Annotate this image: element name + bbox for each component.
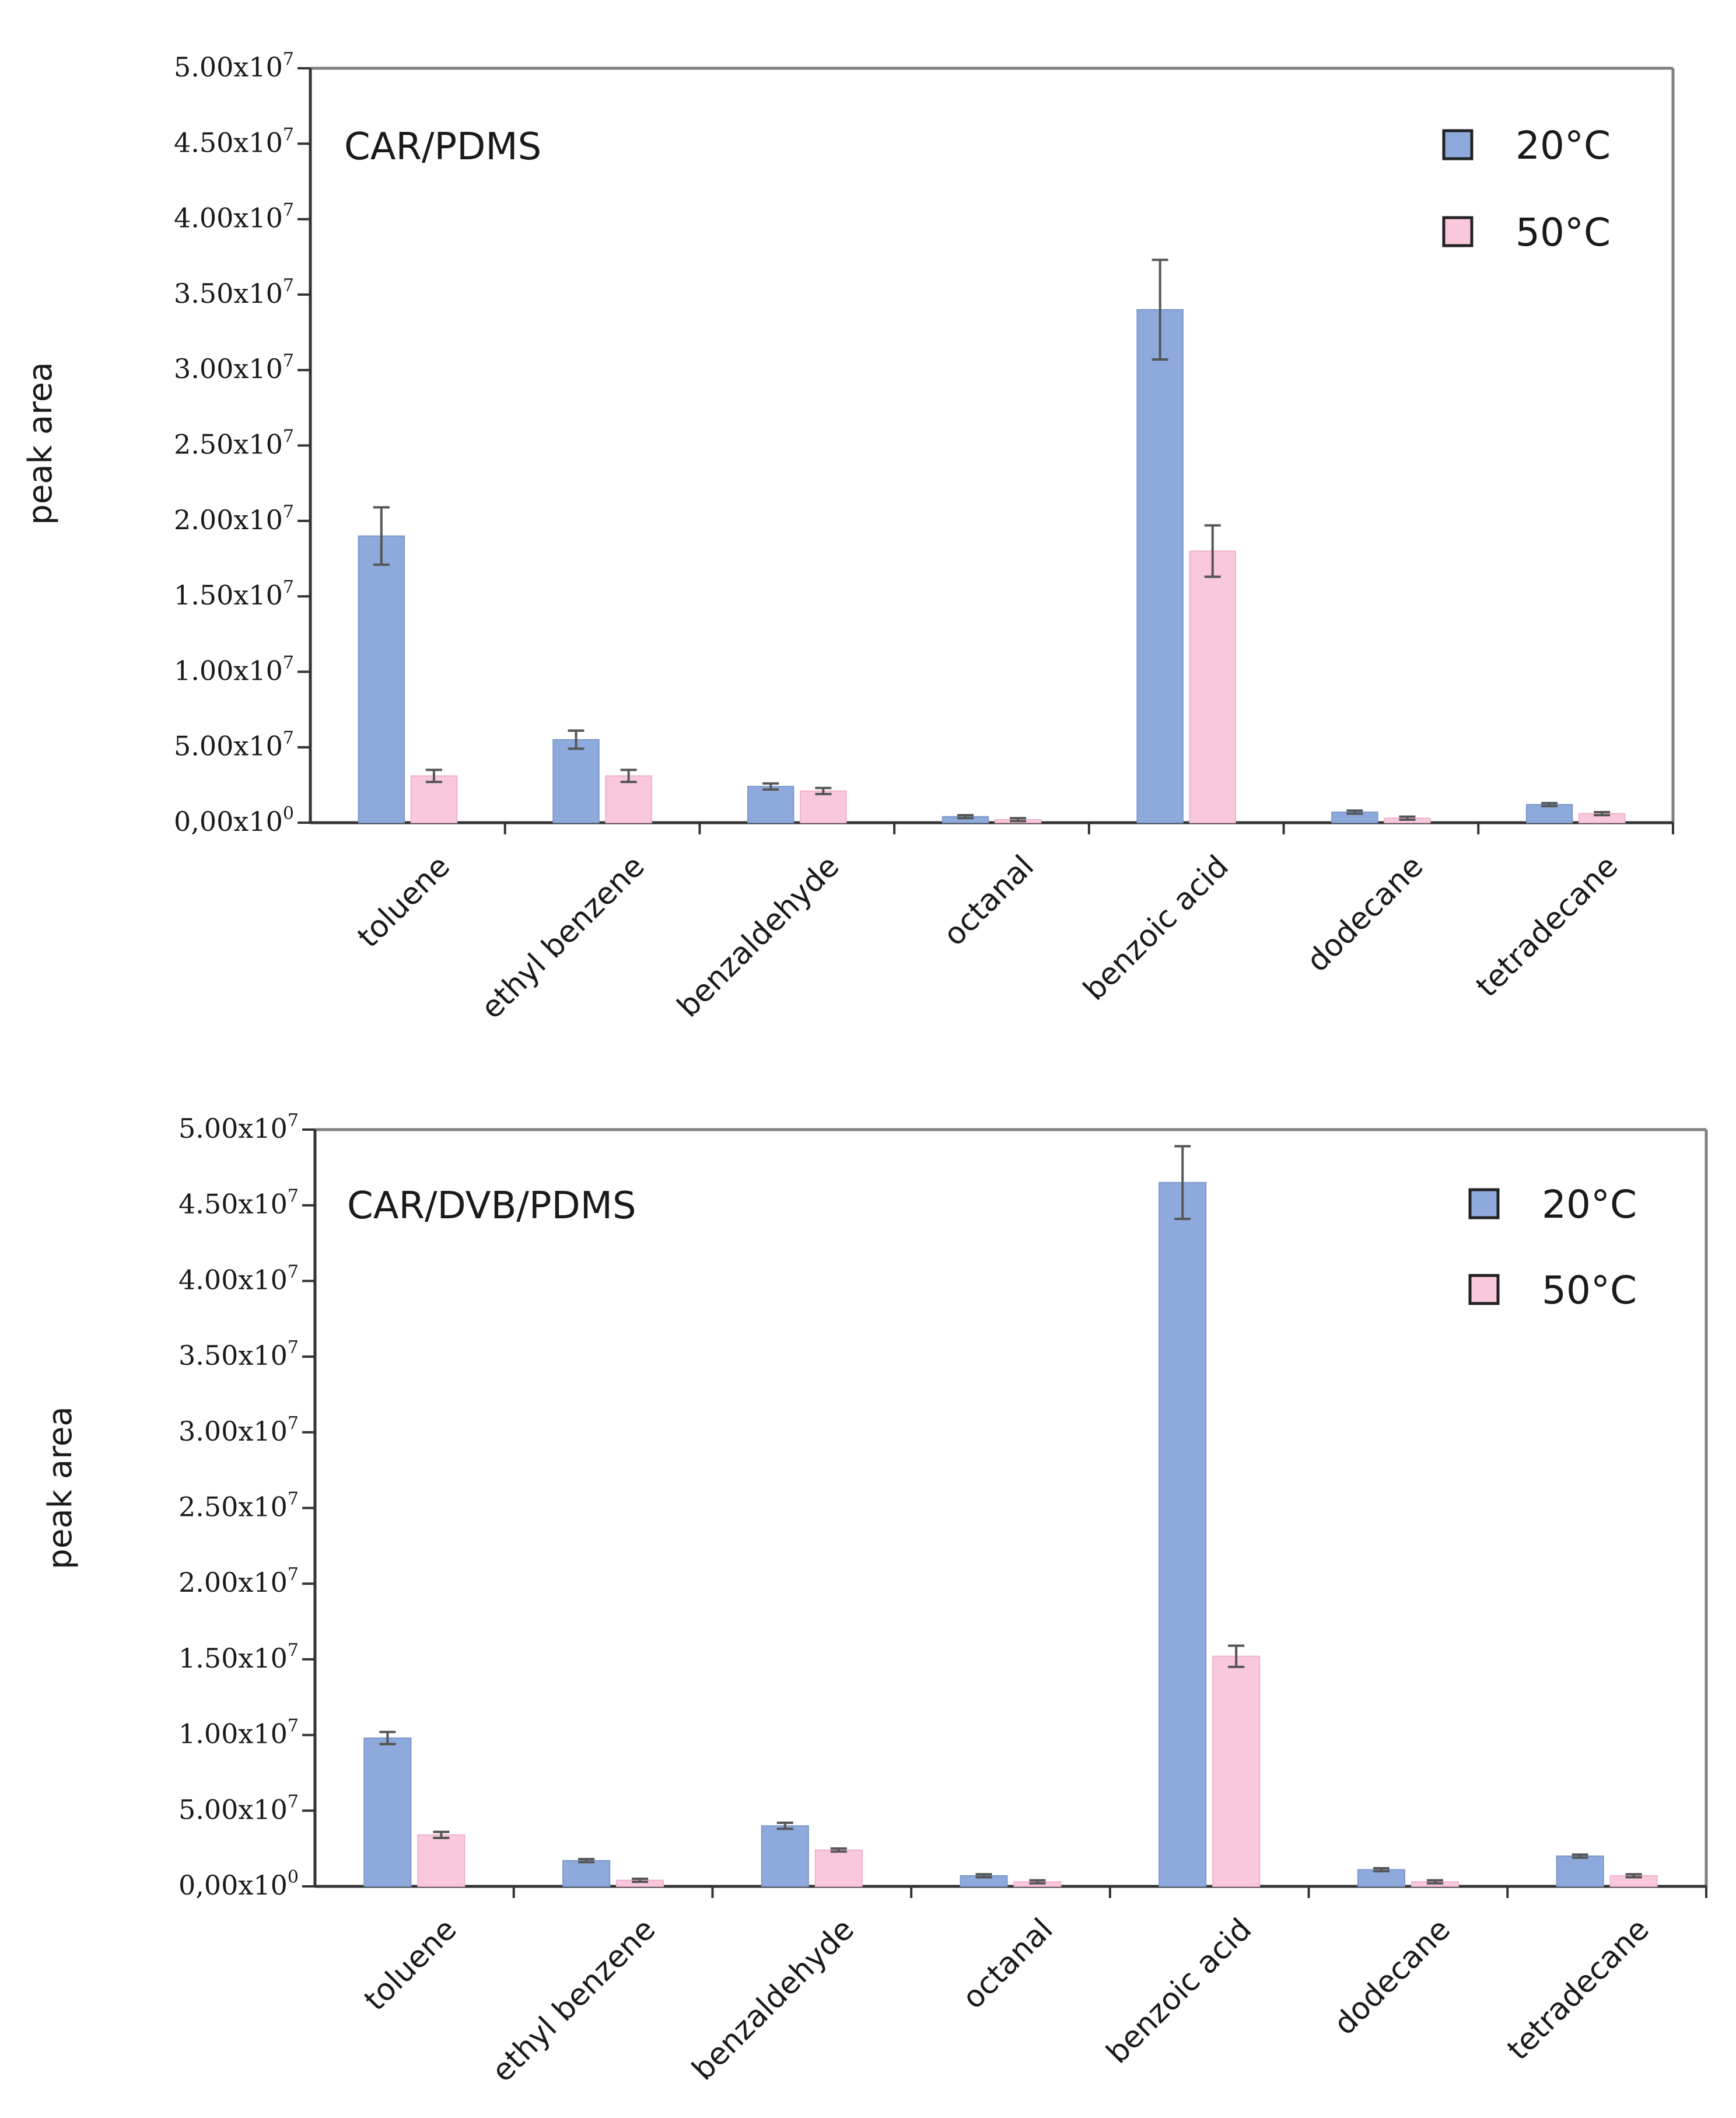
y-tick-label: 5.00x107	[174, 728, 294, 762]
y-tick-label: 3.50x107	[174, 275, 294, 309]
error-bar	[1572, 1853, 1588, 1859]
y-tick-label: 3.50x107	[178, 1337, 299, 1371]
legend-swatch	[1442, 129, 1474, 160]
y-axis-label: peak area	[41, 1406, 79, 1569]
category-label: benzaldehyde	[685, 1912, 861, 2088]
y-axis-label: peak area	[22, 362, 60, 525]
bar-50c	[605, 775, 652, 823]
y-tick-label: 4.00x107	[178, 1261, 299, 1295]
error-bar	[762, 782, 779, 791]
y-tick-label: 0,00x100	[174, 803, 294, 837]
error-bar	[1399, 815, 1416, 821]
legend-swatch	[1468, 1188, 1500, 1219]
bar-20c	[363, 1737, 412, 1888]
error-bar	[1541, 802, 1558, 808]
category-label: dodecane	[1327, 1912, 1457, 2042]
error-bar	[632, 1878, 649, 1883]
legend-label: 20°C	[1542, 1182, 1637, 1227]
bar-50c	[814, 1849, 863, 1887]
error-bar	[578, 1858, 595, 1864]
error-bar	[1204, 524, 1221, 578]
category-label: octanal	[956, 1912, 1060, 2016]
error-bar	[1174, 1145, 1191, 1221]
chart-title: CAR/DVB/PDMS	[347, 1184, 636, 1228]
category-label: octanal	[937, 849, 1041, 953]
legend: 20°C 50°C	[1468, 1182, 1637, 1313]
legend-swatch	[1442, 216, 1474, 247]
category-label: ethyl benzene	[485, 1912, 663, 2089]
bar-50c	[1189, 550, 1236, 824]
bar-20c	[1556, 1855, 1604, 1888]
bar-20c	[1525, 803, 1573, 824]
y-tick-label: 5.00x107	[178, 1791, 299, 1825]
y-tick-label: 1.00x107	[178, 1716, 299, 1750]
bar-20c	[1158, 1182, 1207, 1887]
category-label: tetradecane	[1501, 1912, 1656, 2067]
error-bar	[1010, 817, 1027, 823]
bar-50c	[1212, 1655, 1261, 1887]
category-label: toluene	[351, 849, 457, 955]
category-label: benzoic acid	[1077, 849, 1236, 1008]
y-tick-label: 2.00x107	[178, 1564, 299, 1598]
error-bar	[776, 1822, 793, 1830]
legend-label: 50°C	[1516, 210, 1611, 255]
error-bar	[1029, 1879, 1046, 1885]
error-bar	[1152, 258, 1168, 361]
y-tick-label: 0,00x100	[178, 1867, 299, 1901]
category-label: toluene	[358, 1912, 463, 2018]
error-bar	[1373, 1867, 1390, 1873]
bar-20c	[358, 535, 405, 823]
y-tick-label: 1.50x107	[178, 1640, 299, 1674]
bar-20c	[1136, 309, 1184, 823]
error-bar	[620, 768, 637, 784]
error-bar	[433, 1830, 450, 1839]
bar-20c	[562, 1860, 611, 1888]
category-label: ethyl benzene	[474, 849, 652, 1026]
bar-20c	[747, 785, 794, 824]
y-tick-label: 5.00x107	[178, 1110, 299, 1144]
error-bar	[975, 1873, 992, 1879]
y-tick-label: 2.50x107	[174, 427, 294, 460]
error-bar	[1594, 810, 1611, 817]
category-label: benzoic acid	[1100, 1912, 1258, 2071]
legend-swatch	[1468, 1274, 1500, 1305]
bar-50c	[800, 790, 847, 823]
error-bar	[1228, 1644, 1245, 1668]
error-bar	[1346, 809, 1363, 815]
chart-panel-1: 0,00x100 5.00x107 1.00x107 1.50x107 2.00x107…	[22, 49, 1675, 1026]
y-tick-label: 2.50x107	[178, 1489, 299, 1523]
bar-50c	[417, 1834, 466, 1887]
category-label: tetradecane	[1469, 849, 1625, 1004]
error-bar	[815, 787, 832, 795]
legend-label: 20°C	[1516, 123, 1611, 168]
y-tick-label: 3.00x107	[174, 351, 294, 385]
chart-title: CAR/PDMS	[344, 125, 541, 169]
bar-20c	[1357, 1869, 1405, 1888]
category-label: benzaldehyde	[671, 849, 846, 1025]
error-bar	[425, 768, 442, 784]
error-bar	[1426, 1879, 1443, 1885]
error-bar	[830, 1847, 847, 1853]
error-bar	[373, 506, 390, 566]
error-bar	[1625, 1873, 1642, 1879]
category-label: dodecane	[1300, 849, 1430, 979]
error-bar	[568, 729, 584, 750]
legend-label: 50°C	[1542, 1268, 1637, 1313]
legend: 20°C 50°C	[1442, 123, 1611, 255]
y-tick-label: 1.00x107	[174, 652, 294, 686]
y-tick-label: 4.00x107	[174, 200, 294, 234]
bar-20c	[761, 1825, 809, 1887]
y-tick-label: 1.50x107	[174, 577, 294, 611]
error-bar	[957, 814, 974, 820]
y-tick-label: 3.00x107	[178, 1413, 299, 1447]
y-tick-label: 4.50x107	[178, 1186, 299, 1220]
y-tick-label: 2.00x107	[174, 502, 294, 536]
y-tick-label: 5.00x107	[174, 49, 294, 83]
error-bar	[379, 1731, 396, 1746]
y-tick-label: 4.50x107	[174, 124, 294, 158]
chart-panel-2: 0,00x100 5.00x107 1.00x107 1.50x107 2.00x107…	[41, 1110, 1708, 2089]
bar-20c	[552, 739, 600, 824]
